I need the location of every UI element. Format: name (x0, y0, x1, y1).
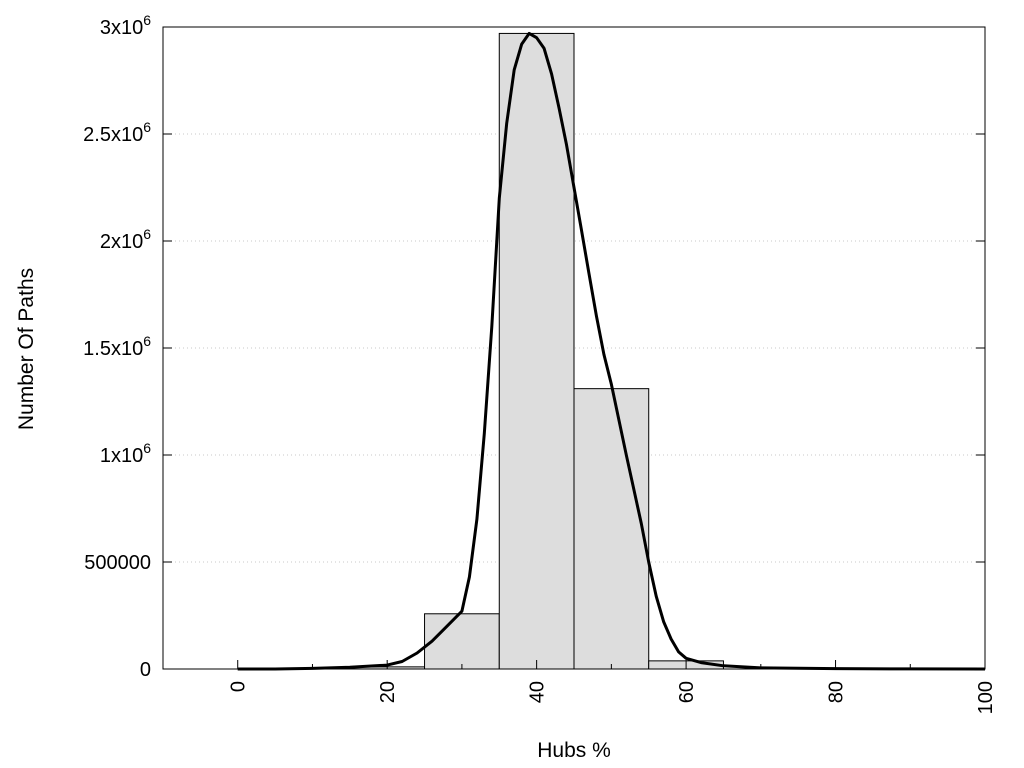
x-tick-label: 40 (527, 681, 549, 703)
histogram-bar (573, 388, 650, 670)
y-tick-label: 3x106 (100, 12, 151, 39)
y-tick-labels: 0 500000 1x106 1.5x106 2x106 2.5x106 3x106 (83, 12, 151, 681)
histogram-bars (349, 32, 724, 670)
density-curve-line (237, 31, 986, 671)
x-tick-label: 20 (377, 681, 399, 703)
y-tick-label: 1x106 (100, 440, 151, 467)
x-axis-title: Hubs % (537, 739, 611, 762)
x-tick-label: 100 (975, 681, 997, 714)
histogram-bar (498, 32, 575, 670)
y-tick-label: 1.5x106 (83, 333, 151, 360)
axis-ticks (163, 26, 986, 670)
x-tick-labels: 0 20 40 60 80 100 (228, 681, 997, 714)
y-tick-label: 2.5x106 (83, 119, 151, 146)
y-tick-label: 500000 (84, 552, 151, 574)
y-tick-label: 2x106 (100, 226, 151, 253)
density-curve (237, 31, 986, 671)
x-tick-label: 80 (826, 681, 848, 703)
x-tick-label: 0 (228, 681, 250, 692)
histogram-bar (424, 613, 500, 670)
x-tick-label: 60 (676, 681, 698, 703)
grid-lines (163, 133, 985, 563)
y-axis-title: Number Of Paths (15, 268, 38, 430)
y-tick-label: 0 (140, 659, 151, 681)
